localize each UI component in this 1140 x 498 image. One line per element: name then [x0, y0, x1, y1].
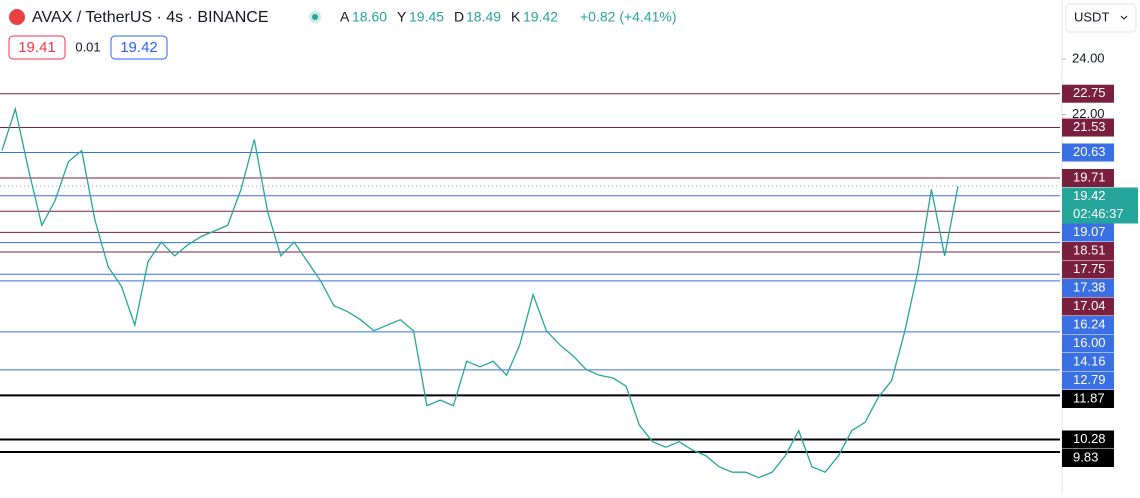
- level-label: 21.53: [1073, 119, 1106, 134]
- ohlc: A 18.60 Y 19.45 D 18.49 K 19.42: [340, 9, 558, 25]
- coin-icon: [9, 9, 25, 25]
- ohlc-value: 19.42: [523, 9, 558, 25]
- level-label-box: [1062, 448, 1114, 467]
- dropdown-arrow: [1120, 15, 1128, 20]
- price-axis: 24.00 22.00 22.75 21.53 20.63 19.71 19.42 02:46…: [1062, 50, 1138, 467]
- ohlc-label: K: [511, 9, 521, 25]
- level-label: 20.63: [1073, 144, 1106, 159]
- level-label-box: [1062, 390, 1114, 409]
- level-label: 17.38: [1073, 279, 1106, 294]
- buy-price[interactable]: 19.42: [120, 39, 158, 56]
- level-label: 19.71: [1073, 169, 1106, 184]
- ohlc-label: Y: [397, 9, 407, 25]
- spread: 0.01: [75, 39, 100, 54]
- level-label: 11.87: [1073, 390, 1105, 405]
- level-label-box: [1062, 143, 1114, 162]
- level-label: 19.07: [1073, 224, 1106, 239]
- sell-price[interactable]: 19.41: [18, 39, 56, 56]
- y-tick-label: 22.00: [1072, 106, 1105, 121]
- level-label: 16.24: [1073, 316, 1106, 331]
- ohlc-value: 18.60: [352, 9, 387, 25]
- level-label-box: [1062, 334, 1114, 353]
- ohlc-label: A: [340, 9, 350, 25]
- level-label-box: [1062, 371, 1114, 390]
- level-label: 12.79: [1073, 372, 1106, 387]
- level-label-box: [1062, 242, 1114, 261]
- ohlc-value: 18.49: [466, 9, 501, 25]
- level-label-box: [1062, 169, 1114, 188]
- level-label-box: [1062, 316, 1114, 335]
- y-tick-label: 24.00: [1072, 50, 1105, 65]
- level-label: 16.00: [1073, 335, 1106, 350]
- symbol-title: AVAX / TetherUS · 4s · BINANCE: [32, 9, 269, 26]
- level-label: 10.28: [1073, 431, 1106, 446]
- level-label-box: [1062, 223, 1114, 242]
- level-label-box: [1062, 353, 1114, 372]
- header: AVAX / TetherUS · 4s · BINANCE A 18.60 Y 19…: [8, 3, 1137, 60]
- level-label: 14.16: [1073, 353, 1106, 368]
- currency-select[interactable]: [1065, 3, 1137, 33]
- currency[interactable]: USDT: [1074, 9, 1109, 24]
- price-line: [1, 106, 959, 479]
- countdown: 02:46:37: [1073, 206, 1124, 221]
- current-price-box: [1062, 187, 1138, 224]
- change: +0.82 (+4.41%): [580, 9, 677, 25]
- level-label: 22.75: [1073, 85, 1106, 100]
- level-label: 17.04: [1073, 298, 1106, 313]
- plot: [0, 93, 1060, 479]
- ohlc-label: D: [454, 9, 464, 25]
- level-label: 18.51: [1073, 242, 1106, 257]
- status-dot-inner: [312, 14, 318, 20]
- buy-button[interactable]: [110, 35, 168, 60]
- level-label-box: [1062, 297, 1114, 316]
- sell-button[interactable]: [8, 35, 66, 60]
- level-label-box: [1062, 260, 1114, 279]
- current-price-label: 19.42: [1073, 188, 1106, 203]
- level-label-box: [1062, 84, 1114, 103]
- level-label: 9.83: [1073, 449, 1098, 464]
- ohlc-value: 19.45: [409, 9, 444, 25]
- level-label: 17.75: [1073, 261, 1106, 276]
- level-label-box: [1062, 430, 1114, 449]
- level-label-box: [1062, 279, 1114, 298]
- level-label-box: [1062, 118, 1114, 137]
